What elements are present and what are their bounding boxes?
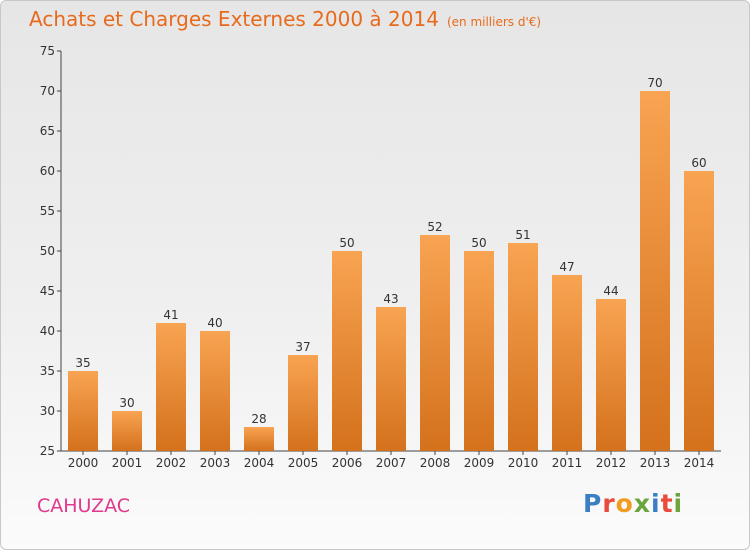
bar (552, 275, 582, 451)
x-tick-label: 2012 (596, 456, 627, 470)
y-tick-label: 40 (40, 324, 55, 338)
x-tick-label: 2014 (684, 456, 715, 470)
x-tick-label: 2000 (68, 456, 99, 470)
x-tick-label: 2002 (156, 456, 187, 470)
y-tick-label: 25 (40, 444, 55, 458)
y-tick-label: 55 (40, 204, 55, 218)
x-tick-label: 2010 (508, 456, 539, 470)
y-tick-label: 35 (40, 364, 55, 378)
data-label: 52 (427, 220, 442, 234)
data-label: 30 (119, 396, 134, 410)
chart-subtitle: (en milliers d'€) (446, 15, 542, 29)
x-tick-label: 2004 (244, 456, 275, 470)
chart-title: Achats et Charges Externes 2000 à 2014 (29, 7, 439, 31)
logo-letter: i (673, 489, 684, 518)
logo-letter: o (615, 489, 634, 518)
bar (244, 427, 274, 451)
data-label: 51 (515, 228, 530, 242)
x-tick-label: 2005 (288, 456, 319, 470)
x-tick-label: 2003 (200, 456, 231, 470)
data-label: 47 (559, 260, 574, 274)
x-tick-label: 2008 (420, 456, 451, 470)
logo-letter: i (651, 489, 661, 518)
chart-axes: 25 30 35 40 45 50 55 60 65 70 75 2000 2001 2002 2003 20… (40, 44, 721, 470)
x-tick-label: 2009 (464, 456, 495, 470)
y-tick-label: 65 (40, 124, 55, 138)
bar (68, 371, 98, 451)
bar (596, 299, 626, 451)
bar (684, 171, 714, 451)
logo-letter: t (660, 489, 674, 518)
logo-letter: P (583, 489, 603, 518)
data-label: 28 (251, 412, 266, 426)
data-label: 60 (691, 156, 706, 170)
chart-title-group: Achats et Charges Externes 2000 à 2014 (e… (29, 7, 541, 31)
data-label: 50 (339, 236, 354, 250)
location-label: CAHUZAC (37, 495, 131, 517)
y-tick-label: 50 (40, 244, 55, 258)
bar (332, 251, 362, 451)
bar (420, 235, 450, 451)
bar (200, 331, 230, 451)
data-label: 37 (295, 340, 310, 354)
x-tick-label: 2011 (552, 456, 583, 470)
bar (376, 307, 406, 451)
data-label: 44 (603, 284, 618, 298)
bar (640, 91, 670, 451)
data-label: 41 (163, 308, 178, 322)
x-tick-label: 2006 (332, 456, 363, 470)
y-tick-label: 30 (40, 404, 55, 418)
data-label: 35 (75, 356, 90, 370)
chart-bars: 35 30 41 40 28 37 50 43 52 50 51 47 44 70 60 (68, 76, 714, 451)
logo-letter: r (602, 489, 616, 518)
data-label: 43 (383, 292, 398, 306)
y-tick-label: 75 (40, 44, 55, 58)
data-label: 40 (207, 316, 222, 330)
bar (508, 243, 538, 451)
x-tick-label: 2001 (112, 456, 143, 470)
bar (156, 323, 186, 451)
x-tick-label: 2013 (640, 456, 671, 470)
y-tick-label: 70 (40, 84, 55, 98)
y-tick-label: 60 (40, 164, 55, 178)
proxiti-logo: Proxiti (583, 489, 683, 518)
logo-letter: x (633, 489, 651, 518)
bar (112, 411, 142, 451)
bar (464, 251, 494, 451)
bar (288, 355, 318, 451)
y-tick-label: 45 (40, 284, 55, 298)
x-tick-label: 2007 (376, 456, 407, 470)
data-label: 50 (471, 236, 486, 250)
data-label: 70 (647, 76, 662, 90)
